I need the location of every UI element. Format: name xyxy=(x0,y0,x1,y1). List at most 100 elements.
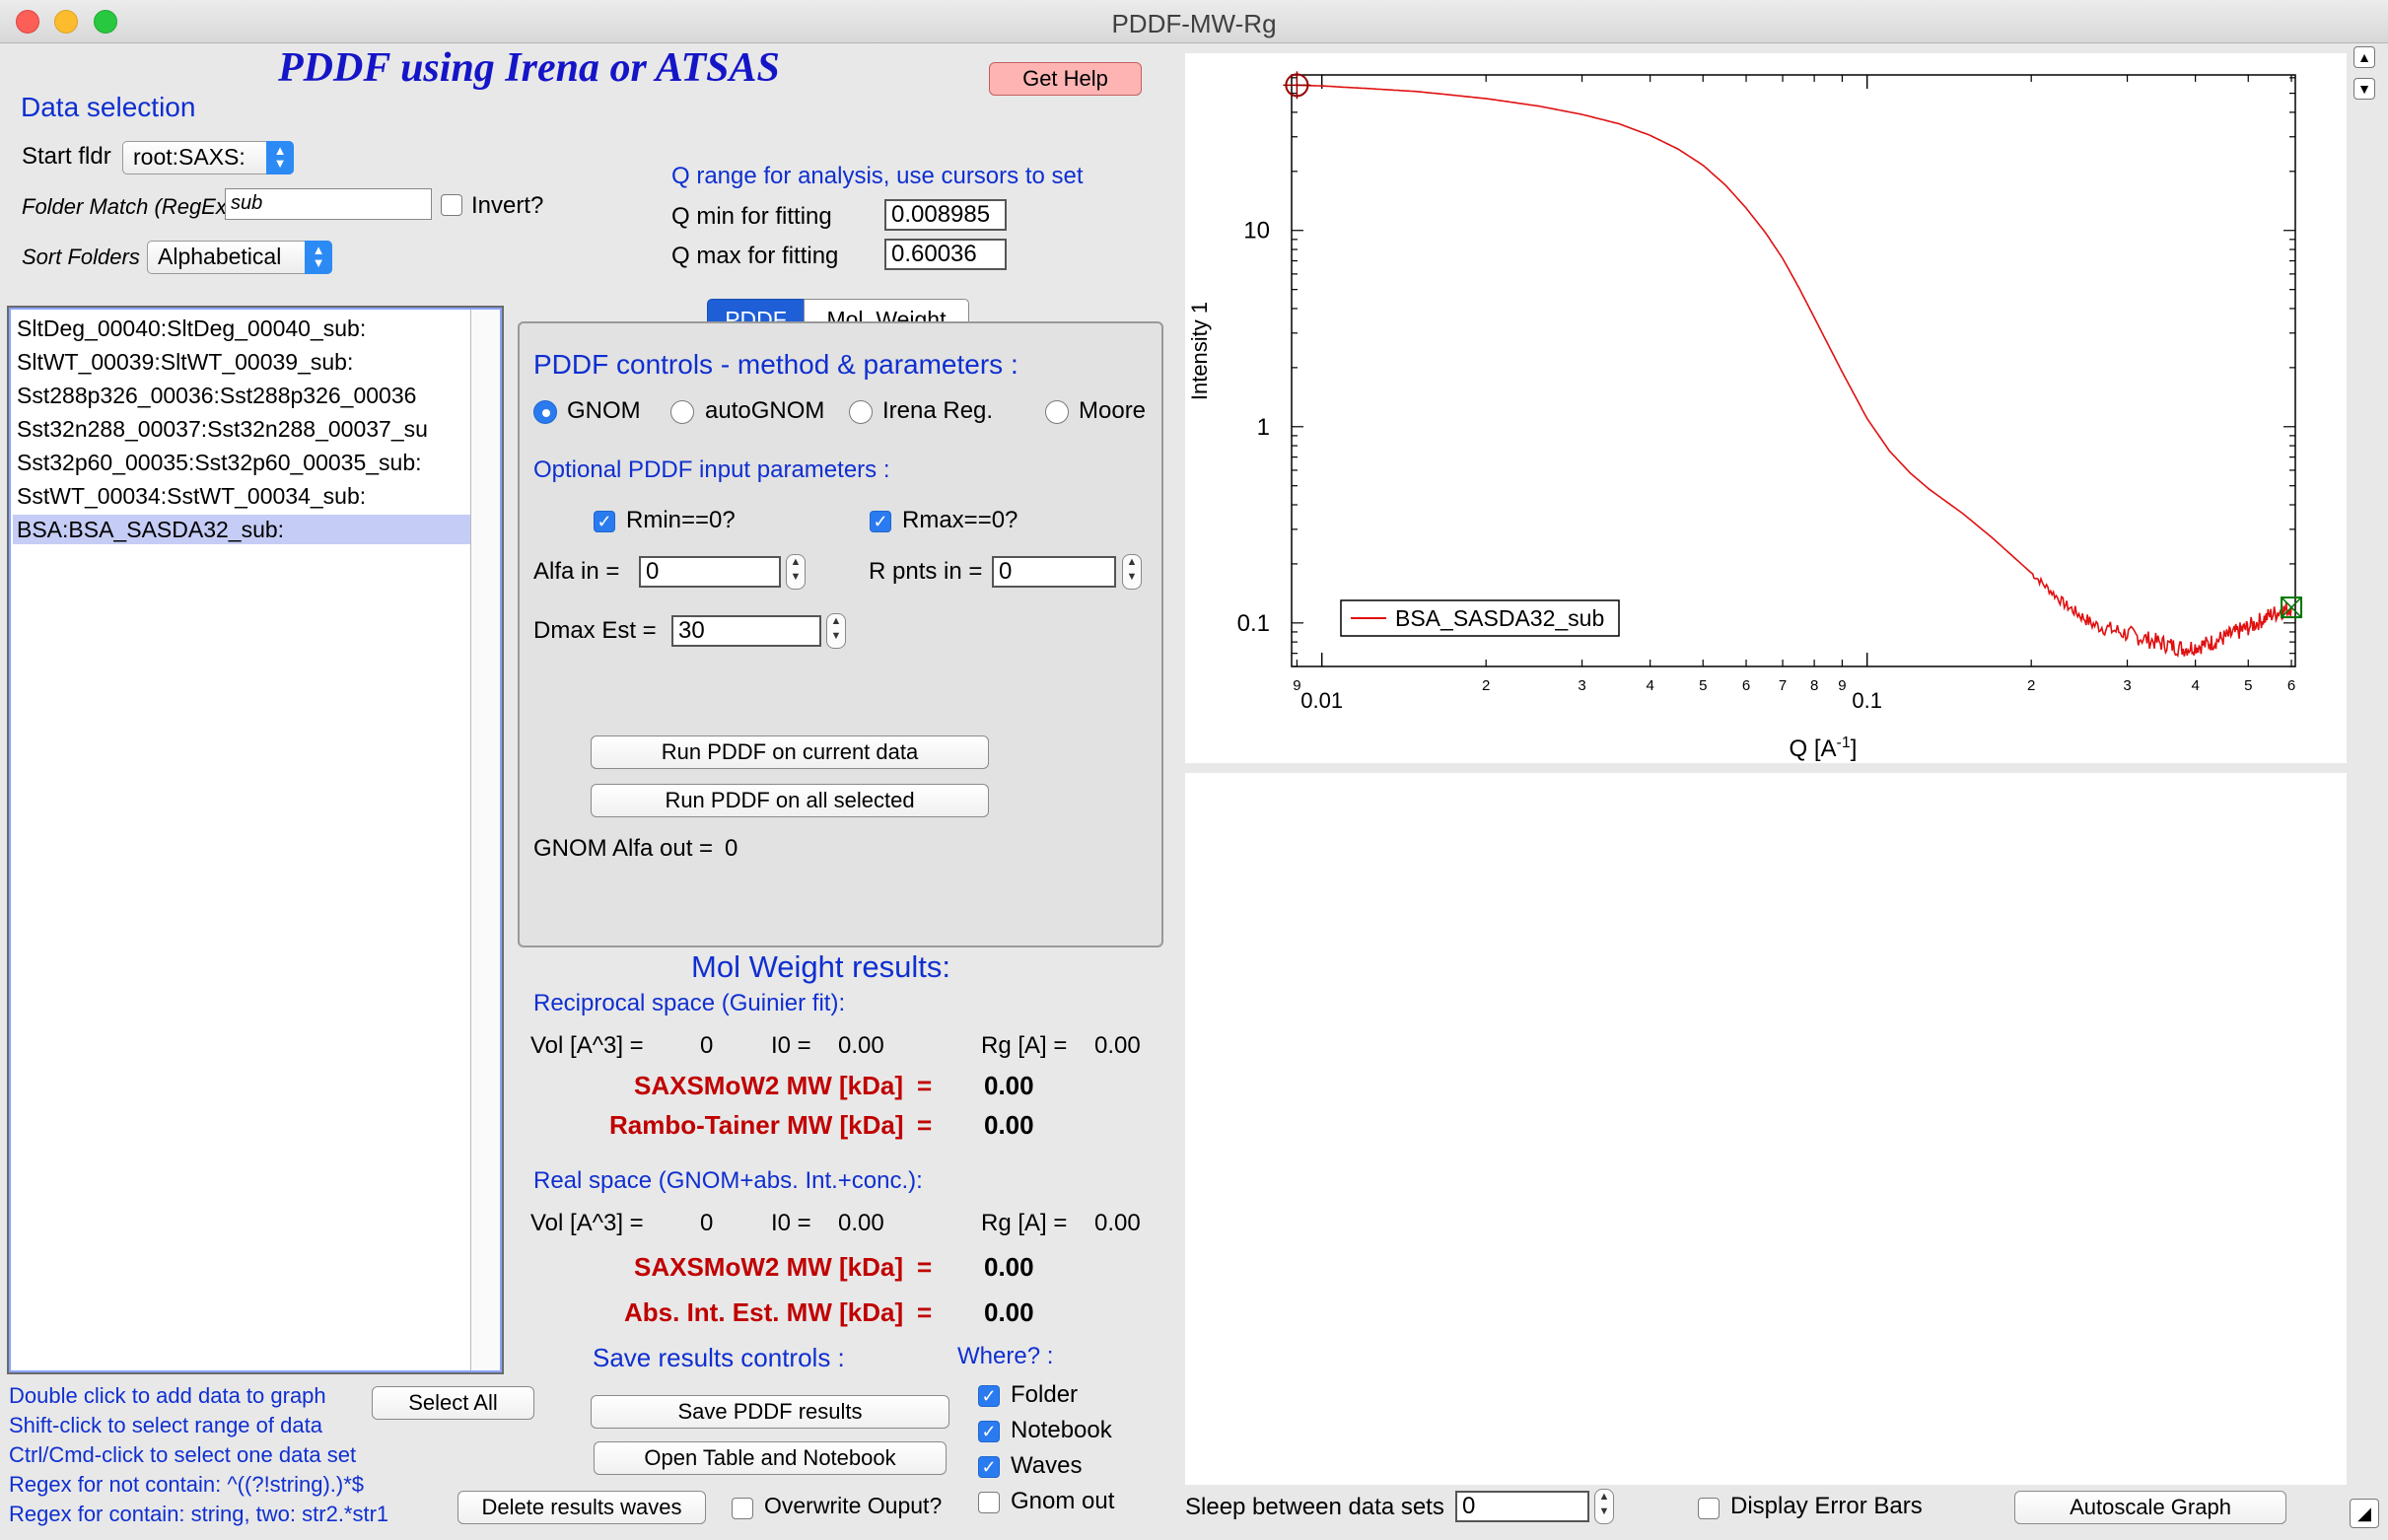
resize-grip-icon[interactable]: ◢ xyxy=(2350,1499,2379,1528)
save-controls-title: Save results controls : xyxy=(593,1343,845,1372)
graph-scroll-down-icon[interactable]: ▼ xyxy=(2353,78,2375,100)
hint-text: Shift-click to select range of data xyxy=(9,1413,322,1437)
data-selection-title: Data selection xyxy=(21,92,196,122)
i02-value: 0.00 xyxy=(838,1210,884,1236)
zoom-window-icon[interactable] xyxy=(94,10,117,34)
overwrite-checkbox[interactable] xyxy=(732,1498,753,1519)
method-gnom-label: GNOM xyxy=(567,397,641,424)
x-minor-tick-label: 6 xyxy=(2287,677,2295,694)
list-scrollbar[interactable] xyxy=(470,310,500,1370)
run-pddf-current-button[interactable]: Run PDDF on current data xyxy=(591,735,989,769)
list-item-selected[interactable]: BSA:BSA_SASDA32_sub: xyxy=(13,515,474,544)
save-folder-checkbox[interactable]: ✓ xyxy=(978,1385,1000,1407)
saxsmow-eq: = xyxy=(917,1071,933,1100)
list-item[interactable]: SltWT_00039:SltWT_00039_sub: xyxy=(17,349,354,375)
qmax-input[interactable]: 0.60036 xyxy=(884,239,1007,270)
invert-label: Invert? xyxy=(471,192,544,219)
gnom-alfa-out-label: GNOM Alfa out = xyxy=(533,835,714,862)
i0-value: 0.00 xyxy=(838,1032,884,1059)
save-pddf-results-button[interactable]: Save PDDF results xyxy=(591,1395,949,1429)
dmax-stepper-icon[interactable]: ▲ ▼ xyxy=(826,613,846,649)
folder-match-input[interactable]: sub xyxy=(225,188,432,220)
rambo-tainer-eq: = xyxy=(917,1110,933,1140)
x-minor-tick-label: 4 xyxy=(1646,677,1653,694)
method-autognom-label: autoGNOM xyxy=(705,397,825,424)
rambo-tainer-value: 0.00 xyxy=(984,1110,1034,1140)
vol2-label: Vol [A^3] = xyxy=(530,1210,644,1236)
x-minor-tick-label: 5 xyxy=(2244,677,2252,694)
rg-label: Rg [A] = xyxy=(981,1032,1068,1059)
start-folder-popup[interactable]: root:SAXS: ▲ ▼ xyxy=(122,141,294,175)
mw-results-title: Mol Weight results: xyxy=(691,949,951,984)
sort-folders-value: Alphabetical xyxy=(158,244,282,269)
gnom-alfa-out-value: 0 xyxy=(725,835,738,862)
x-minor-tick-label: 4 xyxy=(2191,677,2199,694)
method-irena-radio[interactable] xyxy=(849,400,873,424)
hint-text: Regex for not contain: ^((?!string).)*$ xyxy=(9,1472,365,1497)
rpnts-stepper-icon[interactable]: ▲ ▼ xyxy=(1122,554,1142,590)
save-notebook-label: Notebook xyxy=(1011,1417,1112,1443)
legend-label: BSA_SASDA32_sub xyxy=(1395,605,1604,631)
x-minor-tick-label: 2 xyxy=(1482,677,1490,694)
x-minor-tick-label: 7 xyxy=(1779,677,1787,694)
run-pddf-all-button[interactable]: Run PDDF on all selected xyxy=(591,784,989,817)
sleep-stepper-icon[interactable]: ▲ ▼ xyxy=(1594,1489,1614,1524)
abs-int-label: Abs. Int. Est. MW [kDa] xyxy=(624,1297,904,1327)
sleep-label: Sleep between data sets xyxy=(1185,1494,1444,1520)
close-window-icon[interactable] xyxy=(16,10,39,34)
save-notebook-checkbox[interactable]: ✓ xyxy=(978,1421,1000,1442)
i02-label: I0 = xyxy=(771,1210,811,1236)
gnom-out-checkbox[interactable] xyxy=(978,1492,1000,1513)
pddf-graph[interactable] xyxy=(1185,773,2347,1485)
minimize-window-icon[interactable] xyxy=(54,10,78,34)
real-space-title: Real space (GNOM+abs. Int.+conc.): xyxy=(533,1167,923,1194)
alfa-stepper-icon[interactable]: ▲ ▼ xyxy=(786,554,806,590)
invert-checkbox[interactable] xyxy=(441,194,462,216)
method-irena-label: Irena Reg. xyxy=(882,397,994,424)
rmin-label: Rmin==0? xyxy=(626,507,736,533)
data-folder-list[interactable]: SltDeg_00040:SltDeg_00040_sub: SltWT_000… xyxy=(7,306,504,1374)
autoscale-graph-button[interactable]: Autoscale Graph xyxy=(2014,1491,2286,1524)
error-bars-label: Display Error Bars xyxy=(1730,1493,1923,1519)
popup-arrows-icon: ▲ ▼ xyxy=(305,241,332,274)
vol-label: Vol [A^3] = xyxy=(530,1032,644,1059)
hint-text: Regex for contain: string, two: str2.*st… xyxy=(9,1502,389,1526)
method-autognom-radio[interactable] xyxy=(670,400,694,424)
list-item[interactable]: Sst32n288_00037:Sst32n288_00037_su xyxy=(17,416,428,442)
graph-scroll-up-icon[interactable]: ▲ xyxy=(2353,46,2375,68)
legend-box xyxy=(1340,599,1620,637)
series-line xyxy=(1297,84,2292,658)
abs-int-value: 0.00 xyxy=(984,1297,1034,1327)
delete-results-button[interactable]: Delete results waves xyxy=(457,1491,706,1524)
sleep-input[interactable]: 0 xyxy=(1455,1491,1589,1522)
error-bars-checkbox[interactable] xyxy=(1698,1498,1720,1519)
rg2-value: 0.00 xyxy=(1094,1210,1141,1236)
rpnts-input[interactable]: 0 xyxy=(992,556,1116,588)
hint-text: Ctrl/Cmd-click to select one data set xyxy=(9,1442,357,1467)
save-waves-checkbox[interactable]: ✓ xyxy=(978,1456,1000,1478)
dmax-input[interactable]: 30 xyxy=(671,615,821,647)
list-item[interactable]: Sst288p326_00036:Sst288p326_00036 xyxy=(17,383,417,408)
pddf-controls-title: PDDF controls - method & parameters : xyxy=(533,349,1018,380)
list-item[interactable]: SltDeg_00040:SltDeg_00040_sub: xyxy=(17,315,367,341)
x-minor-tick-label: 6 xyxy=(1742,677,1750,694)
list-item[interactable]: Sst32p60_00035:Sst32p60_00035_sub: xyxy=(17,450,422,475)
x-major-tick-label: 0.01 xyxy=(1300,688,1343,713)
list-item[interactable]: SstWT_00034:SstWT_00034_sub: xyxy=(17,483,367,509)
select-all-button[interactable]: Select All xyxy=(372,1386,534,1420)
method-gnom-radio[interactable] xyxy=(533,400,557,424)
qmin-input[interactable]: 0.008985 xyxy=(884,199,1007,231)
intensity-graph[interactable]: 10 1 0.1 0.01 0.1 9 2 3 4 5 6 7 8 9 2 3 4 5 6 Q [A-1] Intens… xyxy=(1185,53,2347,763)
sort-folders-popup[interactable]: Alphabetical ▲ ▼ xyxy=(147,241,332,274)
alfa-in-input[interactable]: 0 xyxy=(639,556,781,588)
rmin-checkbox[interactable]: ✓ xyxy=(594,511,615,532)
gnom-out-label: Gnom out xyxy=(1011,1488,1115,1514)
rambo-tainer-label: Rambo-Tainer MW [kDa] xyxy=(609,1110,904,1140)
abs-int-eq: = xyxy=(917,1297,933,1327)
open-table-notebook-button[interactable]: Open Table and Notebook xyxy=(594,1441,947,1475)
get-help-button[interactable]: Get Help xyxy=(989,62,1142,96)
rmax-checkbox[interactable]: ✓ xyxy=(870,511,891,532)
window-title: PDDF-MW-Rg xyxy=(1111,9,1277,38)
method-moore-radio[interactable] xyxy=(1045,400,1069,424)
x-minor-tick-label: 9 xyxy=(1293,677,1300,694)
